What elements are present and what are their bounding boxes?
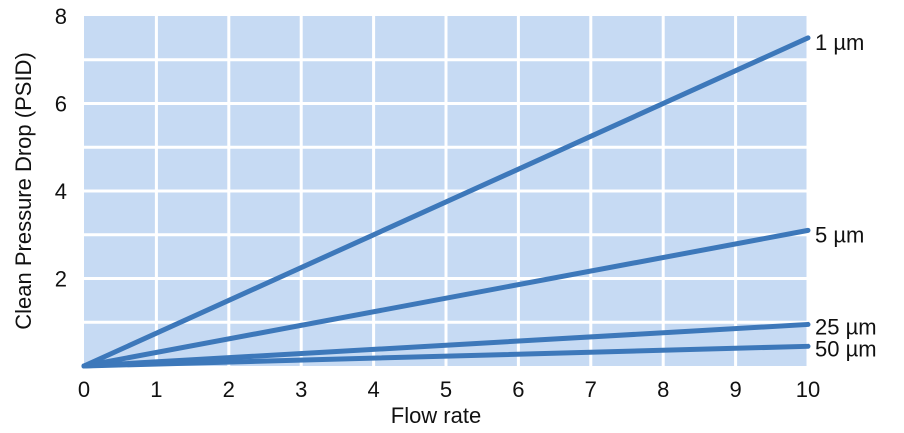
x-axis-title: Flow rate [391, 403, 481, 428]
series-line [81, 343, 811, 369]
x-tick-label: 3 [295, 377, 307, 402]
x-tick-label: 1 [150, 377, 162, 402]
series-line [81, 321, 811, 369]
y-tick-label: 8 [55, 4, 67, 29]
x-tick-label: 9 [729, 377, 741, 402]
y-tick-label: 6 [55, 92, 67, 117]
x-tick-label: 4 [367, 377, 379, 402]
series-lines [81, 35, 811, 369]
y-tick-label: 4 [55, 179, 67, 204]
x-tick-label: 0 [78, 377, 90, 402]
series-line [81, 227, 811, 369]
grid-lines [84, 16, 810, 366]
x-tick-label: 7 [585, 377, 597, 402]
y-axis-title: Clean Pressure Drop (PSID) [11, 52, 36, 330]
series-line [81, 35, 811, 369]
x-tick-label: 2 [223, 377, 235, 402]
x-tick-label: 10 [796, 377, 820, 402]
y-tick-label: 2 [55, 267, 67, 292]
series-label: 25 µm [815, 314, 877, 339]
y-axis-ticks: 2 4 6 8 [55, 4, 67, 292]
x-axis-ticks: 0 1 2 3 4 5 6 7 8 9 10 [78, 377, 820, 402]
x-tick-label: 8 [657, 377, 669, 402]
series-label: 50 µm [815, 336, 877, 361]
series-label: 1 µm [815, 30, 864, 55]
series-label: 5 µm [815, 222, 864, 247]
x-tick-label: 6 [512, 377, 524, 402]
x-tick-label: 5 [440, 377, 452, 402]
